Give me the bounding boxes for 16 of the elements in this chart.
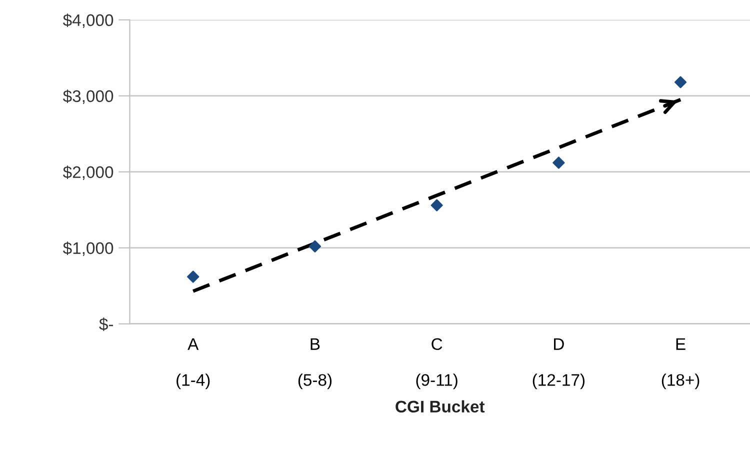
- y-tick-label: $-: [99, 318, 114, 332]
- category-label: B (5-8): [298, 338, 332, 390]
- category-label: A (1-4): [176, 338, 210, 390]
- y-tick-label: $1,000: [62, 242, 114, 256]
- category-label: E (18+): [662, 338, 700, 390]
- point: [552, 156, 565, 169]
- point: [187, 270, 200, 283]
- category-label: D (12-17): [532, 338, 585, 390]
- y-tick-label: $4,000: [62, 14, 114, 28]
- point: [430, 199, 443, 212]
- point: [674, 76, 687, 88]
- y-tick-label: $3,000: [62, 90, 114, 104]
- x-axis-title: CGI Bucket: [396, 400, 485, 413]
- point: [308, 240, 322, 252]
- category-label: C (9-11): [416, 338, 458, 390]
- y-tick-label: $2,000: [62, 166, 114, 180]
